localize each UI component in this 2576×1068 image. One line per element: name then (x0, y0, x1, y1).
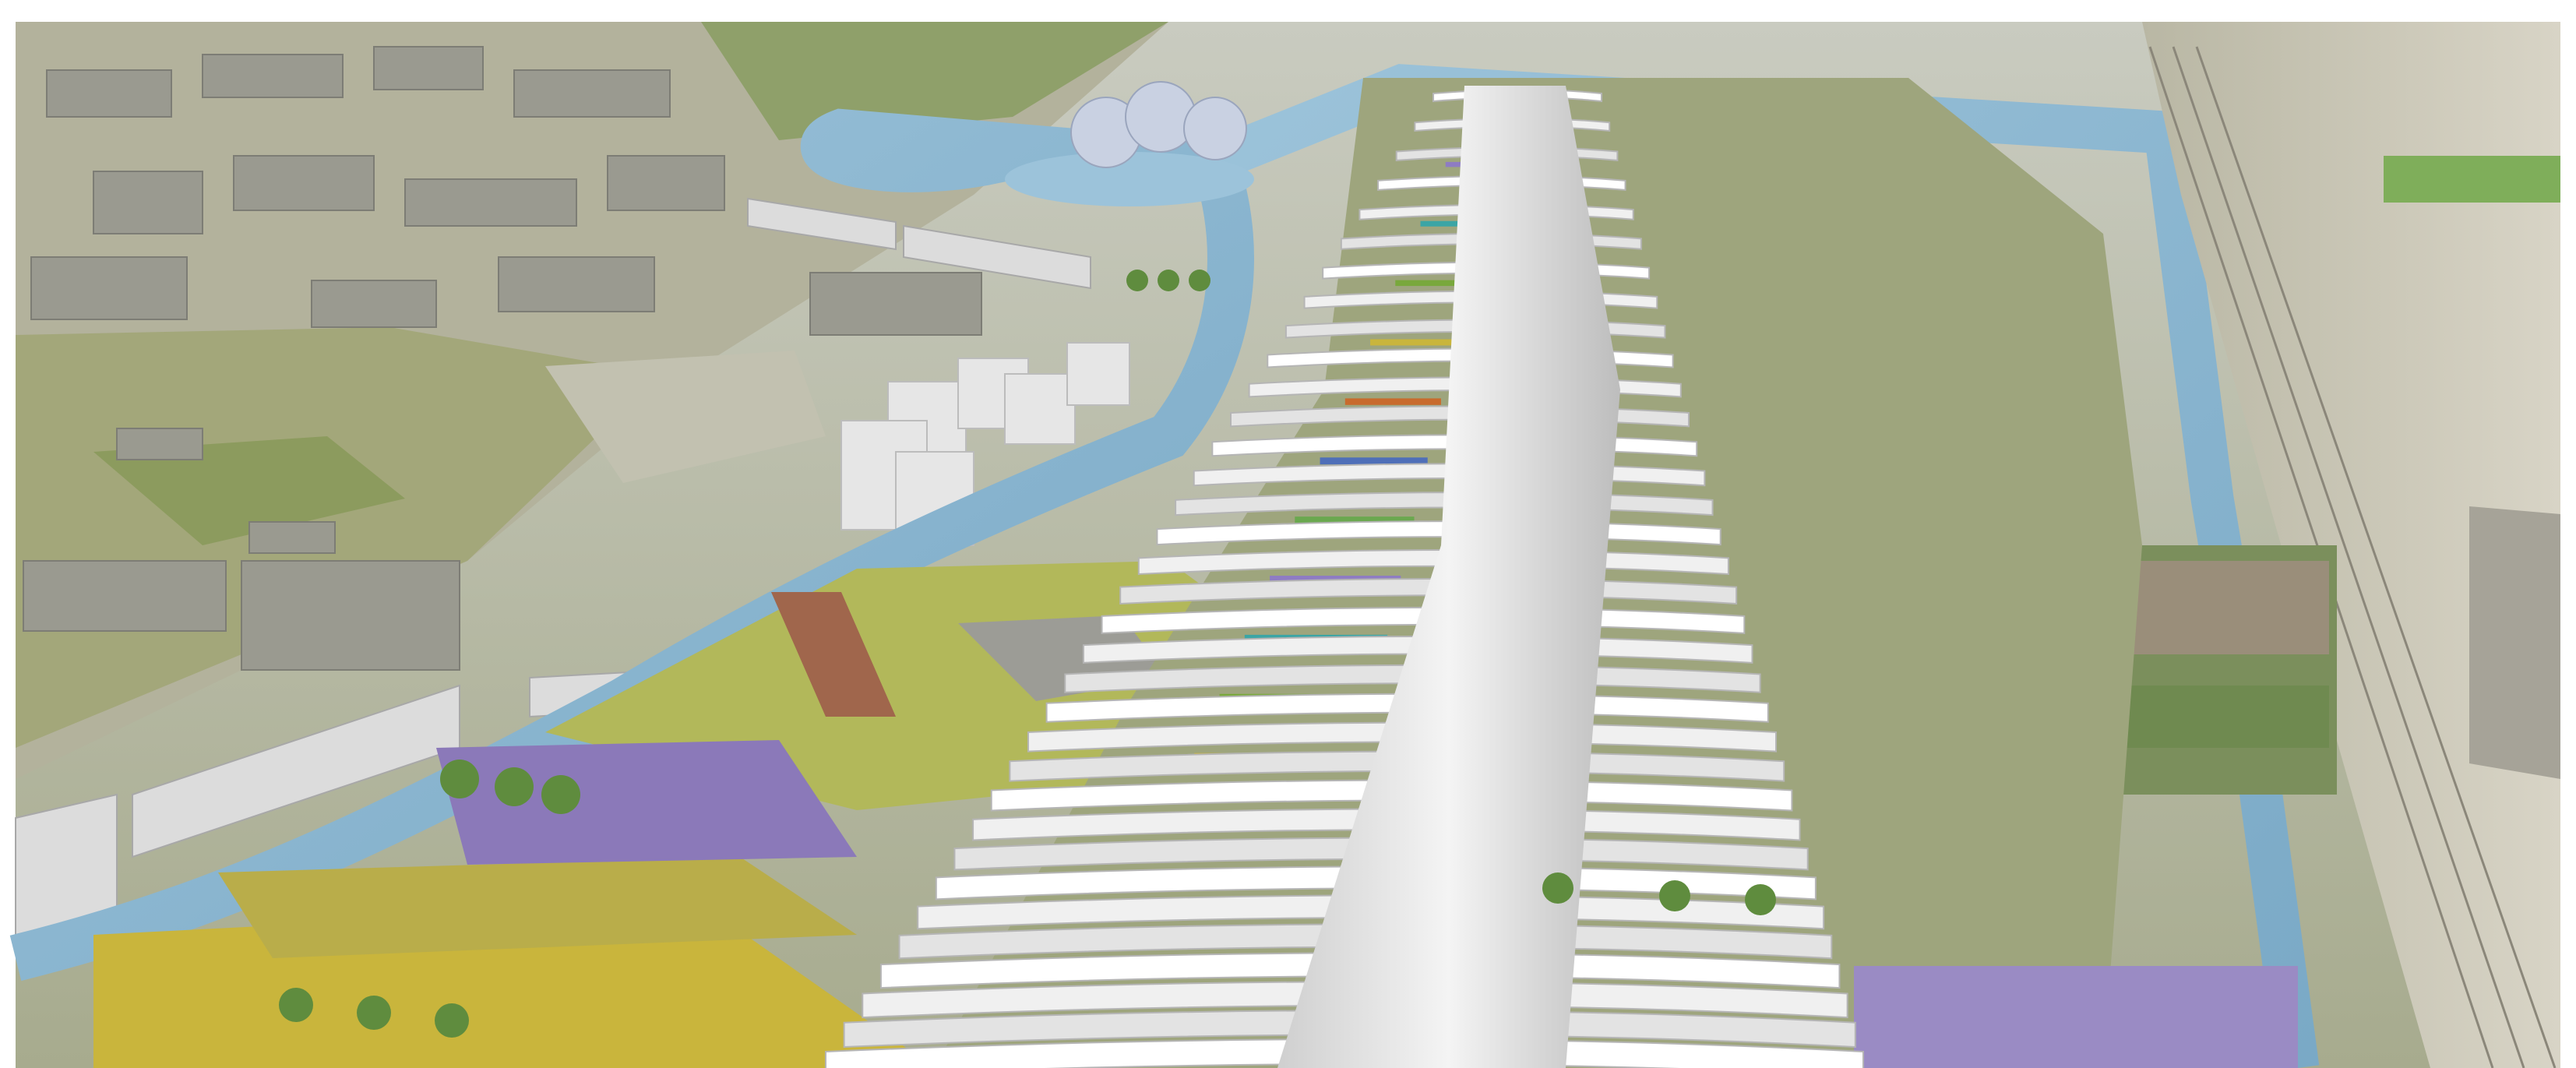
domes (1070, 81, 1247, 168)
lot (545, 351, 826, 483)
central-spine (1277, 86, 1620, 1068)
lavender-field (436, 740, 857, 865)
building (2469, 506, 2560, 779)
planter-strip (1344, 398, 1441, 405)
pond (1005, 152, 1254, 206)
planter-strip (1370, 339, 1455, 346)
planter-strip (1320, 457, 1428, 465)
park-field (701, 22, 1168, 140)
planter-strip (1295, 516, 1415, 524)
long-building (771, 592, 896, 717)
lavender-field (1854, 966, 2298, 1068)
planter-strip (1420, 220, 1482, 227)
buildings (23, 46, 982, 671)
trees (279, 270, 1776, 1038)
flower-field (218, 857, 857, 958)
field (2384, 156, 2560, 203)
field (93, 436, 405, 545)
canal (9, 108, 1254, 982)
rail-yard (2142, 22, 2560, 1068)
planter-strip (1395, 280, 1468, 287)
